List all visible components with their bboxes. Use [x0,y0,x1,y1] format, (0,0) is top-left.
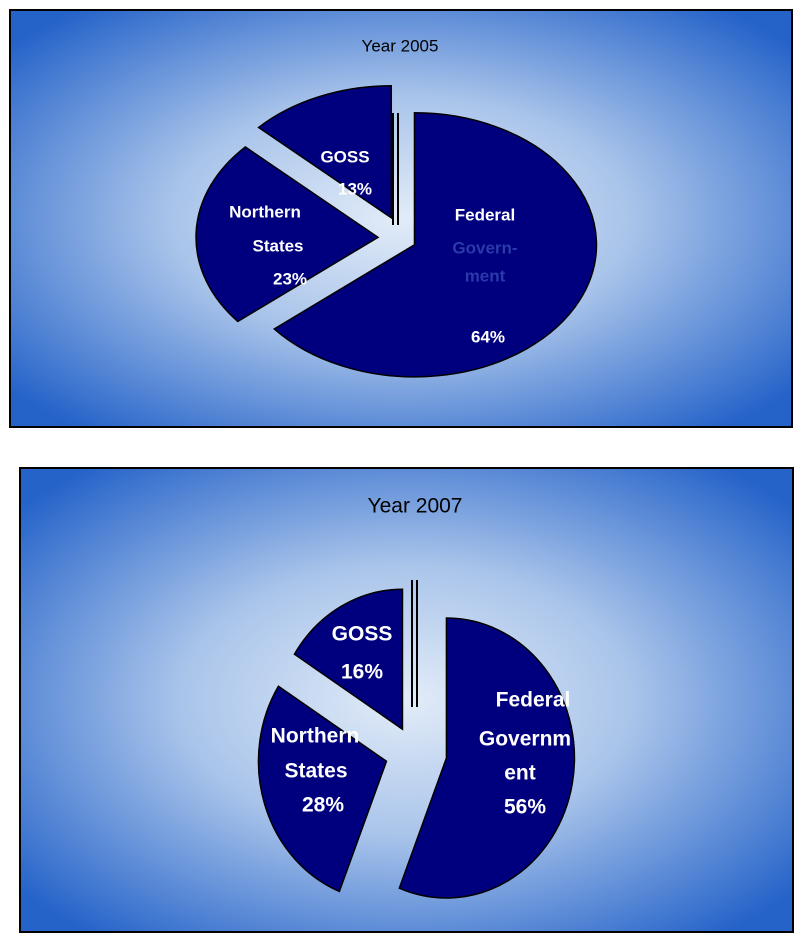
slice-label: Governm [479,728,571,751]
pie-slice [272,112,598,378]
slice-label: Northern [271,725,360,748]
slice-label: ent [504,762,536,785]
slice-label: ment [465,266,506,285]
slice-label: Northern [229,202,301,221]
slice-label: States [252,236,303,255]
slice-label: Govern- [452,238,517,257]
value-label: 13% [338,179,372,198]
pie-slice [257,685,388,893]
pie-slice [195,146,380,323]
pie-slice [398,617,576,899]
chart-title: Year 2007 [368,495,463,518]
chart-panel [19,467,794,933]
value-label: 16% [341,661,383,684]
slice-label: Federal [496,689,571,712]
value-label: 56% [504,796,546,819]
chart-title: Year 2005 [362,36,439,55]
value-label: 23% [273,269,307,288]
value-label: 64% [471,327,505,346]
slice-label: States [284,760,347,783]
slice-label: Federal [455,205,515,224]
pie-slice [293,588,404,731]
value-label: 28% [302,794,344,817]
slice-label: GOSS [320,147,369,166]
slice-label: GOSS [332,623,393,646]
pie-slice [257,85,393,220]
